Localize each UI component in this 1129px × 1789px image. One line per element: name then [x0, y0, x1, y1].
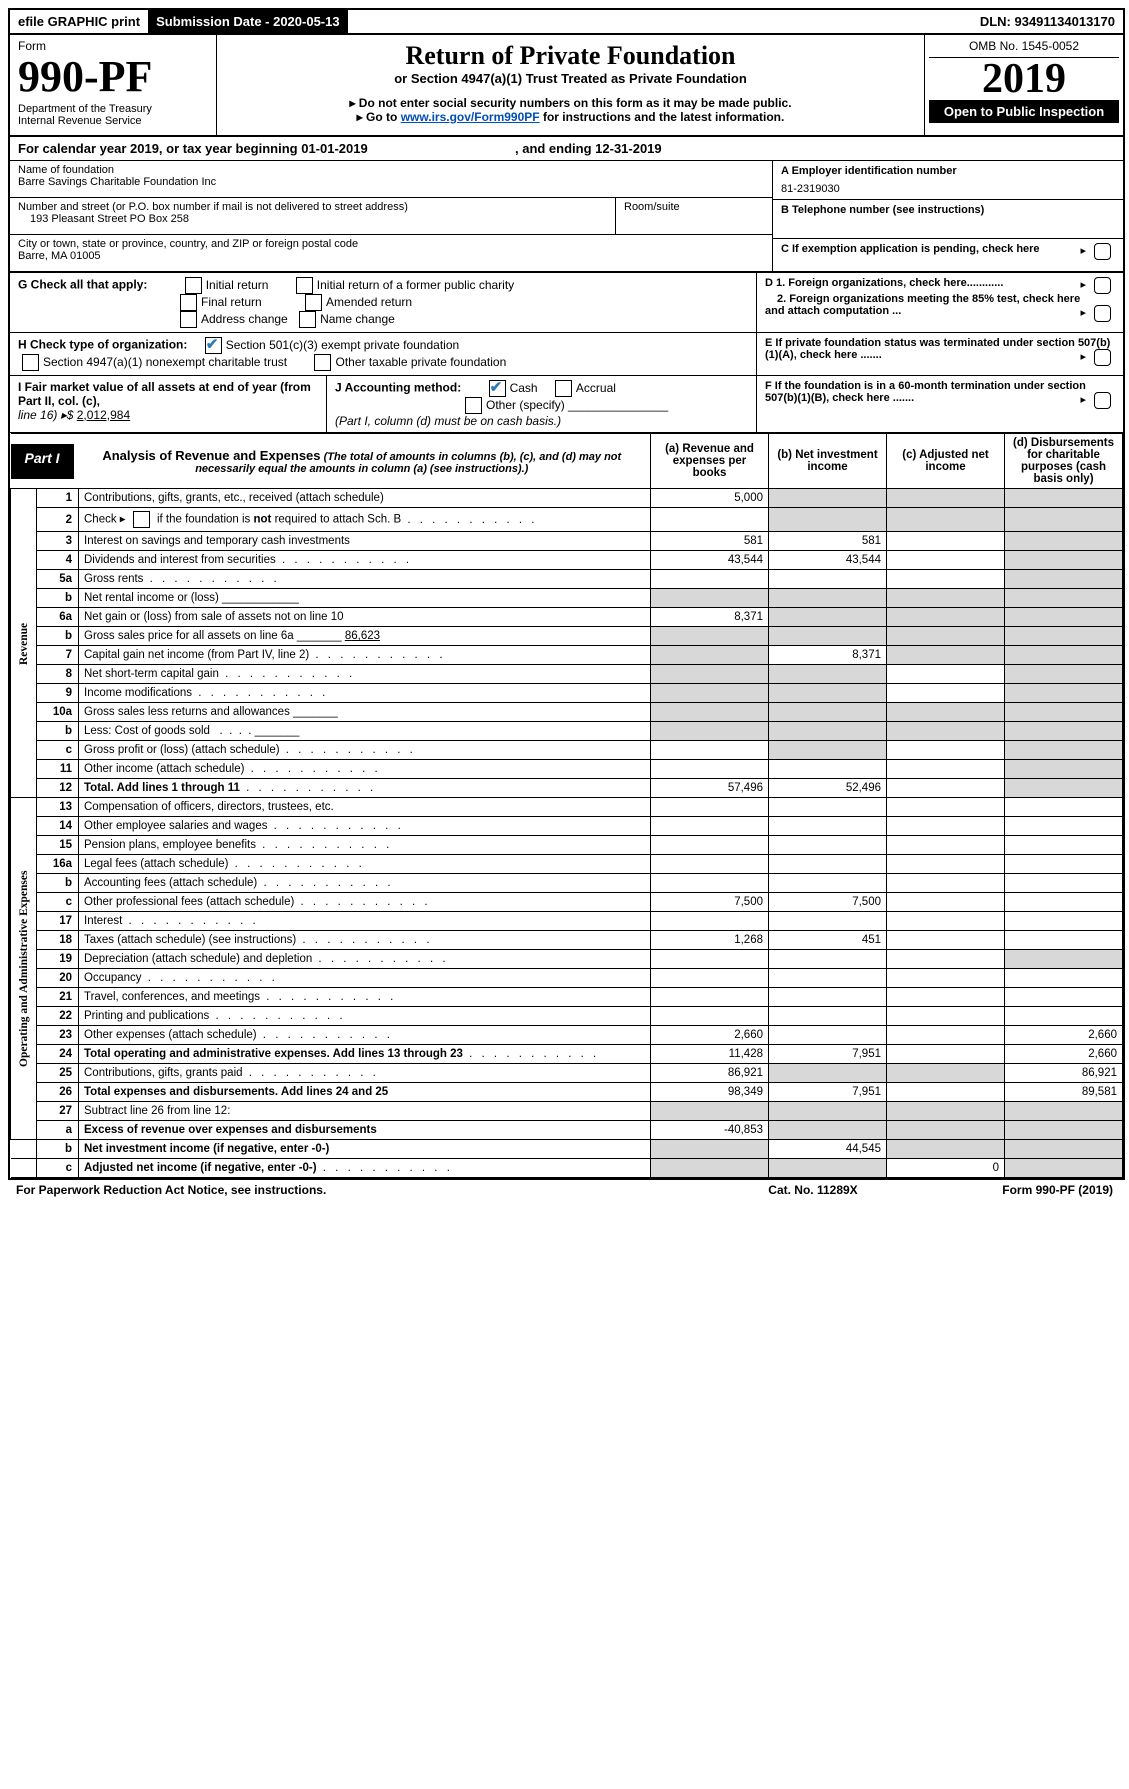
header-center: Return of Private Foundation or Section … [217, 35, 924, 135]
city-cell: City or town, state or province, country… [10, 235, 772, 271]
form-container: efile GRAPHIC print Submission Date - 20… [8, 8, 1125, 1180]
dept-2: Internal Revenue Service [18, 115, 208, 127]
side-revenue: Revenue [11, 489, 37, 798]
phone-cell: B Telephone number (see instructions) [773, 200, 1123, 239]
instruction-1: ▸ Do not enter social security numbers o… [227, 96, 914, 110]
form-word: Form [18, 39, 208, 53]
cb-other-taxable[interactable] [314, 354, 331, 371]
cb-amended[interactable] [305, 294, 322, 311]
submission-date: Submission Date - 2020-05-13 [148, 10, 348, 33]
cb-address-change[interactable] [180, 311, 197, 328]
instruction-2: ▸ Go to www.irs.gov/Form990PF for instru… [227, 110, 914, 124]
cb-accrual[interactable] [555, 380, 572, 397]
footer-left: For Paperwork Reduction Act Notice, see … [16, 1183, 713, 1197]
cb-initial-return[interactable] [185, 277, 202, 294]
cb-other-method[interactable] [465, 397, 482, 414]
part1-table: Part I Analysis of Revenue and Expenses … [10, 433, 1123, 1178]
cb-name-change[interactable] [299, 311, 316, 328]
cb-final-return[interactable] [180, 294, 197, 311]
cb-501c3[interactable] [205, 337, 222, 354]
col-b-header: (b) Net investment income [769, 434, 887, 489]
address-row: Number and street (or P.O. box number if… [10, 198, 772, 235]
col-c-header: (c) Adjusted net income [887, 434, 1005, 489]
header-left: Form 990-PF Department of the Treasury I… [10, 35, 217, 135]
dept-1: Department of the Treasury [18, 103, 208, 115]
row-ijf: I Fair market value of all assets at end… [10, 376, 1123, 433]
irs-link[interactable]: www.irs.gov/Form990PF [401, 110, 540, 124]
form-number: 990-PF [18, 55, 208, 99]
checkbox-c[interactable] [1094, 243, 1111, 260]
cb-d1[interactable] [1094, 277, 1111, 294]
calendar-year-row: For calendar year 2019, or tax year begi… [10, 137, 1123, 161]
row-g-d: G Check all that apply: Initial return I… [10, 272, 1123, 333]
cb-d2[interactable] [1094, 305, 1111, 322]
form-header: Form 990-PF Department of the Treasury I… [10, 35, 1123, 137]
exemption-pending: C If exemption application is pending, c… [773, 239, 1123, 259]
entity-block: Name of foundation Barre Savings Charita… [10, 161, 1123, 272]
top-bar: efile GRAPHIC print Submission Date - 20… [10, 10, 1123, 35]
header-right: OMB No. 1545-0052 2019 Open to Public In… [924, 35, 1123, 135]
cb-sch-b[interactable] [133, 511, 150, 528]
name-cell: Name of foundation Barre Savings Charita… [10, 161, 772, 198]
form-subtitle: or Section 4947(a)(1) Trust Treated as P… [227, 71, 914, 86]
side-expenses: Operating and Administrative Expenses [11, 798, 37, 1140]
page-footer: For Paperwork Reduction Act Notice, see … [8, 1180, 1121, 1200]
cb-e[interactable] [1094, 349, 1111, 366]
efile-label: efile GRAPHIC print [10, 10, 148, 33]
fmv-value: 2,012,984 [77, 408, 130, 422]
footer-right: Form 990-PF (2019) [913, 1183, 1113, 1197]
cb-4947[interactable] [22, 354, 39, 371]
footer-mid: Cat. No. 11289X [713, 1183, 913, 1197]
col-d-header: (d) Disbursements for charitable purpose… [1005, 434, 1123, 489]
part1-label: Part I [11, 444, 74, 479]
tax-year: 2019 [929, 58, 1119, 100]
form-title: Return of Private Foundation [227, 41, 914, 71]
dln-label: DLN: 93491134013170 [972, 10, 1123, 33]
cb-f[interactable] [1094, 392, 1111, 409]
cb-cash[interactable] [489, 380, 506, 397]
ein-cell: A Employer identification number 81-2319… [773, 161, 1123, 200]
col-a-header: (a) Revenue and expenses per books [651, 434, 769, 489]
row-h-e: H Check type of organization: Section 50… [10, 333, 1123, 376]
open-public-badge: Open to Public Inspection [929, 100, 1119, 123]
cb-initial-public[interactable] [296, 277, 313, 294]
